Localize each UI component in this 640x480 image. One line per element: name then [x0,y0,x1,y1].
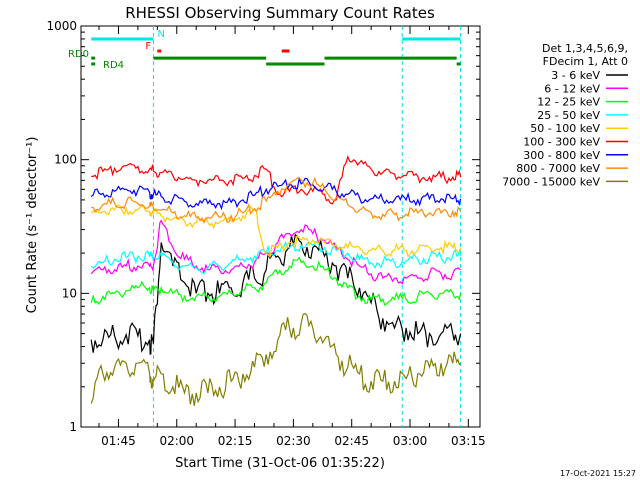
series-line [91,155,462,205]
series-line [91,176,462,224]
x-tick-label: 03:15 [451,434,486,448]
y-tick-label: 100 [54,153,77,167]
legend-label: 6 - 12 keV [544,82,600,95]
timestamp: 17-Oct-2021 15:27 [560,469,636,478]
legend-label: 800 - 7000 keV [516,162,600,175]
series-line [90,176,462,211]
series-line [90,256,462,306]
plot-frame [80,25,481,428]
series-line [90,312,462,406]
x-tick-label: 02:30 [276,434,311,448]
y-tick-label: 1 [69,420,77,434]
x-tick-label: 02:15 [218,434,253,448]
chart-title: RHESSI Observing Summary Count Rates [125,4,435,22]
x-axis-label: Start Time (31-Oct-06 01:35:22) [175,456,385,471]
legend-label: 7000 - 15000 keV [502,175,600,188]
legend-label: 100 - 300 keV [523,136,600,149]
legend-label: 12 - 25 keV [537,96,600,109]
y-tick-label: 1000 [46,19,77,33]
legend-label: 25 - 50 keV [537,109,600,122]
series-line [90,233,462,355]
y-tick-label: 10 [62,286,77,300]
series-line [90,240,462,275]
y-axis-label: Count Rate (s⁻¹ detector⁻¹) [25,137,40,314]
legend-label: 300 - 800 keV [523,149,600,162]
flag-label: RD0 [68,49,89,60]
series-line [90,204,462,258]
x-tick-label: 02:45 [334,434,369,448]
legend-label: 3 - 6 keV [551,69,600,82]
flag-label: RD4 [103,60,124,71]
legend-header-line: FDecim 1, Att 0 [543,55,628,68]
flag-label: F [145,41,151,52]
x-tick-label: 01:45 [101,434,136,448]
series-line [90,219,461,285]
flag-label: N [157,29,164,40]
legend-label: 50 - 100 keV [530,122,600,135]
legend-header-line: Det 1,3,4,5,6,9, [542,42,628,55]
legend-header: Det 1,3,4,5,6,9, FDecim 1, Att 0 [542,42,628,68]
x-tick-label: 02:00 [159,434,194,448]
x-tick-label: 03:00 [393,434,428,448]
